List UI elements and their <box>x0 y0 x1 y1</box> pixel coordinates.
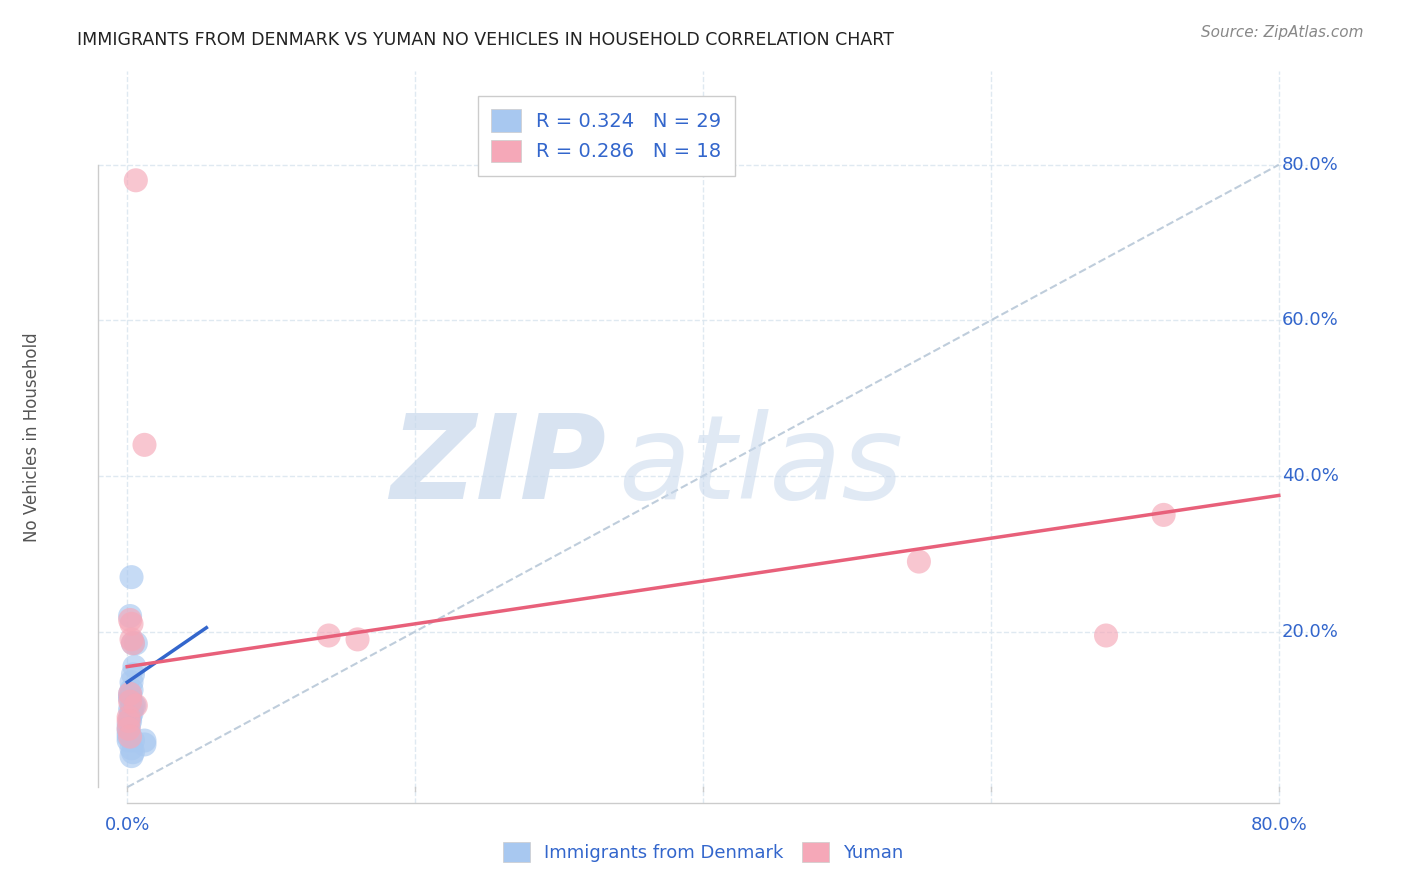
Point <box>122 745 145 759</box>
Point <box>120 690 142 705</box>
Point <box>121 616 143 631</box>
Point <box>120 695 142 709</box>
Point <box>121 741 143 756</box>
Point <box>134 438 156 452</box>
Text: IMMIGRANTS FROM DENMARK VS YUMAN NO VEHICLES IN HOUSEHOLD CORRELATION CHART: IMMIGRANTS FROM DENMARK VS YUMAN NO VEHI… <box>77 31 894 49</box>
Point <box>118 714 141 728</box>
Point <box>118 718 141 732</box>
Point <box>118 725 141 739</box>
Point <box>121 570 143 584</box>
Point <box>122 733 145 747</box>
Point <box>122 667 145 681</box>
Point <box>121 702 143 716</box>
Point <box>122 636 145 650</box>
Point <box>121 706 143 721</box>
Text: 40.0%: 40.0% <box>1282 467 1339 485</box>
Point <box>908 555 931 569</box>
Point <box>120 690 142 705</box>
Point <box>118 722 141 736</box>
Point <box>125 173 148 187</box>
Text: 60.0%: 60.0% <box>1282 311 1339 329</box>
Point <box>318 628 340 642</box>
Point <box>125 698 148 713</box>
Point <box>122 698 145 713</box>
Point <box>121 683 143 698</box>
Point <box>1153 508 1175 522</box>
Point <box>124 659 146 673</box>
Text: 80.0%: 80.0% <box>1282 156 1339 174</box>
Point <box>122 636 145 650</box>
Legend: R = 0.324   N = 29, R = 0.286   N = 18: R = 0.324 N = 29, R = 0.286 N = 18 <box>478 95 735 176</box>
Text: 20.0%: 20.0% <box>1282 623 1339 640</box>
Text: atlas: atlas <box>619 409 904 524</box>
Point <box>118 733 141 747</box>
Text: No Vehicles in Household: No Vehicles in Household <box>22 332 41 542</box>
Point <box>1095 628 1118 642</box>
Point <box>120 710 142 724</box>
Text: Source: ZipAtlas.com: Source: ZipAtlas.com <box>1201 25 1364 40</box>
Point <box>120 687 142 701</box>
Text: ZIP: ZIP <box>391 409 606 524</box>
Point <box>121 675 143 690</box>
Point <box>120 687 142 701</box>
Point <box>120 702 142 716</box>
Point <box>134 738 156 752</box>
Point <box>121 749 143 764</box>
Point <box>120 730 142 744</box>
Point <box>118 722 141 736</box>
Point <box>118 710 141 724</box>
Point <box>124 698 146 713</box>
Text: 80.0%: 80.0% <box>1250 816 1308 834</box>
Point <box>120 609 142 624</box>
Point <box>118 730 141 744</box>
Point <box>346 632 368 647</box>
Point <box>134 733 156 747</box>
Text: 0.0%: 0.0% <box>104 816 150 834</box>
Point <box>125 636 148 650</box>
Point <box>120 613 142 627</box>
Legend: Immigrants from Denmark, Yuman: Immigrants from Denmark, Yuman <box>495 834 911 870</box>
Point <box>121 632 143 647</box>
Point <box>120 714 142 728</box>
